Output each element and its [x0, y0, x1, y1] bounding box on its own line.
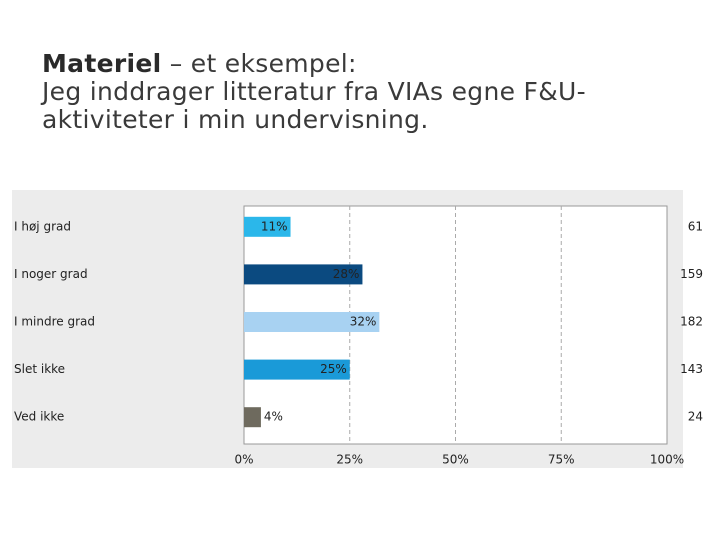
- x-tick-label: 100%: [650, 453, 684, 467]
- count-label: 61: [688, 219, 703, 233]
- bar: [244, 407, 261, 428]
- bar: [244, 359, 350, 380]
- value-label: 28%: [333, 267, 360, 281]
- x-tick-label: 50%: [442, 453, 469, 467]
- value-label: 11%: [261, 219, 288, 233]
- value-label: 4%: [264, 410, 283, 424]
- category-label: Ved ikke: [14, 410, 64, 424]
- title-rest: – et eksempel:: [169, 49, 357, 78]
- count-label: 24: [688, 410, 703, 424]
- category-label: Slet ikke: [14, 362, 65, 376]
- count-label: 182: [680, 315, 703, 329]
- title-bold: Materiel: [42, 49, 162, 78]
- value-label: 32%: [350, 315, 377, 329]
- title-block: Materiel – et eksempel: Jeg inddrager li…: [42, 50, 586, 134]
- x-tick-label: 25%: [336, 453, 363, 467]
- count-label: 159: [680, 267, 703, 281]
- category-label: I mindre grad: [14, 315, 95, 329]
- x-tick-label: 75%: [548, 453, 575, 467]
- subtitle-line: Jeg inddrager litteratur fra VIAs egne F…: [42, 77, 586, 106]
- bar: [244, 312, 380, 332]
- value-label: 25%: [320, 362, 347, 376]
- subtitle-line: aktiviteter i min undervisning.: [42, 105, 429, 134]
- category-label: I noger grad: [14, 267, 88, 281]
- category-label: I høj grad: [14, 219, 71, 233]
- x-tick-label: 0%: [234, 453, 253, 467]
- bar: [244, 264, 363, 285]
- count-label: 143: [680, 362, 703, 376]
- bar: [244, 216, 291, 237]
